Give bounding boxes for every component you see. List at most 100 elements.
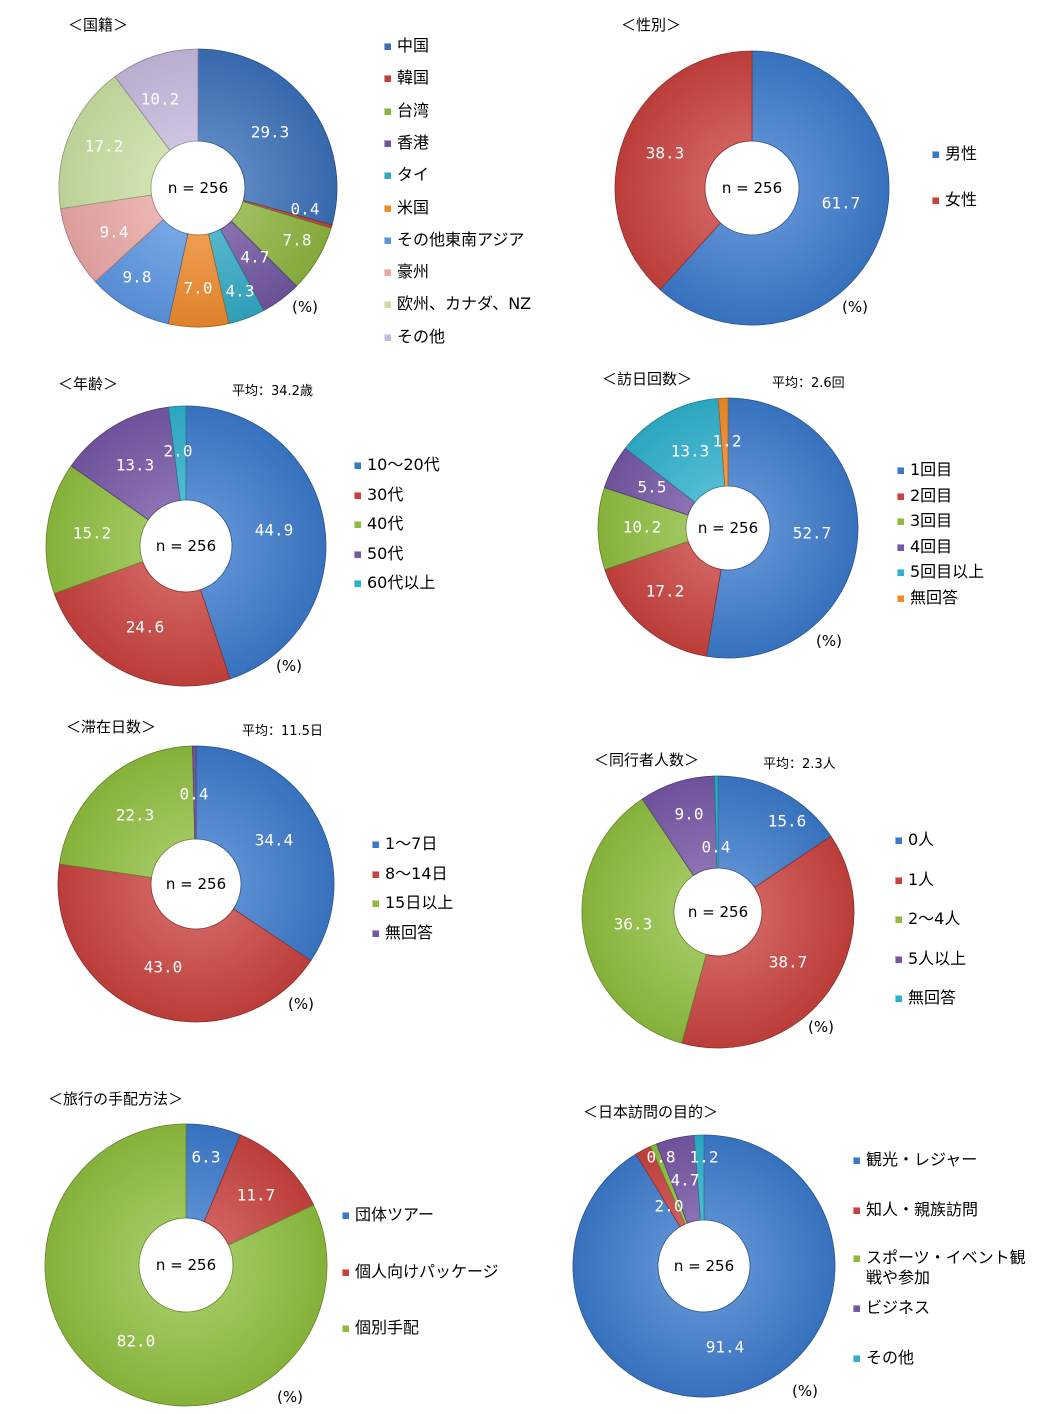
slice-value-label: 9.8	[123, 268, 152, 287]
donut-slice	[168, 405, 187, 501]
legend-label: 韓国	[397, 68, 430, 88]
slice-value-label: 17.2	[646, 582, 685, 601]
legend-swatch	[853, 1255, 860, 1262]
donut-slice	[114, 48, 199, 151]
legend-swatch	[384, 236, 391, 244]
legend-swatch	[372, 870, 379, 878]
legend-swatch	[372, 900, 379, 907]
legend-label: 豪州	[397, 262, 430, 282]
donut-slice	[57, 863, 312, 1023]
slice-value-label: 44.9	[255, 521, 294, 540]
legend-label: 1人	[908, 869, 935, 889]
legend-swatch	[897, 569, 904, 576]
donut-slice	[581, 798, 707, 1044]
chart-average-label: 平均：34.2歳	[232, 384, 313, 399]
slice-value-label: 15.2	[73, 524, 112, 543]
donut-slice	[681, 835, 855, 1049]
legend-swatch	[342, 1325, 349, 1332]
legend-item: 男性	[932, 144, 977, 164]
slice-value-label: 0.4	[702, 838, 731, 857]
donut-slice	[714, 775, 719, 869]
donut-slice	[706, 397, 859, 659]
legend-item: スポーツ・イベント観戦や参加	[853, 1248, 1036, 1288]
donut-slice	[614, 50, 753, 291]
legend-item: 4回目	[897, 537, 952, 557]
legend-label: タイ	[397, 165, 430, 185]
chart-title: ＜日本訪問の目的＞	[583, 1103, 719, 1121]
percent-unit-label: (%)	[276, 657, 302, 675]
sample-size-label: n = 256	[698, 519, 758, 537]
donut-slice	[185, 405, 327, 680]
legend-swatch	[853, 1207, 860, 1214]
legend-label: 1回目	[910, 460, 953, 479]
legend-swatch	[372, 841, 379, 848]
legend-item: その他東南アジア	[384, 230, 524, 250]
legend-item: 無回答	[895, 988, 956, 1008]
legend-item: 無回答	[897, 588, 958, 608]
legend-swatch	[384, 43, 391, 50]
legend-swatch	[342, 1212, 349, 1219]
legend-label: 台湾	[397, 100, 430, 120]
legend-label: 個別手配	[355, 1318, 420, 1337]
legend-item: 60代以上	[354, 573, 435, 593]
slice-value-label: 91.4	[706, 1338, 745, 1357]
legend-label: 10～20代	[367, 455, 440, 474]
legend-swatch	[897, 518, 904, 525]
legend-swatch	[853, 1355, 860, 1362]
slice-value-label: 2.0	[655, 1197, 684, 1216]
legend-label: 60代以上	[367, 573, 436, 592]
donut-slice	[45, 465, 149, 594]
legend-item: 豪州	[384, 262, 429, 282]
legend-item: 個別手配	[342, 1318, 419, 1338]
legend-item: その他	[853, 1348, 914, 1368]
chart-title: ＜同行者人数＞	[594, 751, 700, 769]
legend-swatch	[384, 75, 391, 83]
legend-label: 5人以上	[908, 948, 967, 968]
donut-slice	[659, 50, 890, 326]
legend-item: 0人	[895, 830, 934, 850]
legend-swatch	[932, 151, 939, 158]
legend-swatch	[372, 929, 379, 937]
slice-value-label: 10.2	[623, 518, 662, 537]
legend-label: ビジネス	[866, 1298, 931, 1317]
legend-swatch	[384, 269, 391, 277]
legend-item: 1回目	[897, 460, 952, 480]
chart-average-label: 平均：2.3人	[763, 757, 836, 772]
legend-label: 30代	[367, 484, 404, 504]
chart-title: ＜国籍＞	[68, 16, 129, 34]
legend-item: 女性	[932, 190, 977, 210]
legend-label: 3回目	[910, 511, 953, 530]
donut-slice	[604, 540, 722, 657]
legend-swatch	[897, 543, 904, 551]
legend-item: 5回目以上	[897, 562, 984, 582]
legend-swatch	[895, 837, 902, 844]
legend-item: ビジネス	[853, 1298, 930, 1318]
donut-slice	[572, 1134, 836, 1398]
legend-item: タイ	[384, 165, 429, 185]
legend-label: 1～7日	[385, 834, 438, 853]
legend-label: その他	[866, 1348, 915, 1367]
legend-label: 15日以上	[385, 893, 454, 912]
legend-swatch	[895, 916, 902, 923]
donut-slice	[624, 397, 726, 503]
chart-title: ＜旅行の手配方法＞	[48, 1090, 184, 1108]
slice-value-label: 4.7	[241, 248, 270, 267]
slice-value-label: 1.2	[713, 432, 742, 451]
donut-slice	[717, 775, 832, 889]
legend-label: 米国	[397, 197, 430, 217]
legend-item: 15日以上	[372, 893, 453, 913]
legend-item: 10～20代	[354, 455, 440, 475]
sample-size-label: n = 256	[674, 1257, 734, 1275]
legend-item: 団体ツアー	[342, 1205, 434, 1225]
legend-label: 男性	[945, 144, 978, 163]
legend-item: 知人・親族訪問	[853, 1200, 978, 1220]
sample-size-label: n = 256	[166, 875, 226, 893]
slice-value-label: 6.3	[192, 1148, 221, 1167]
donut-slice	[58, 75, 171, 210]
legend-swatch	[354, 491, 361, 499]
